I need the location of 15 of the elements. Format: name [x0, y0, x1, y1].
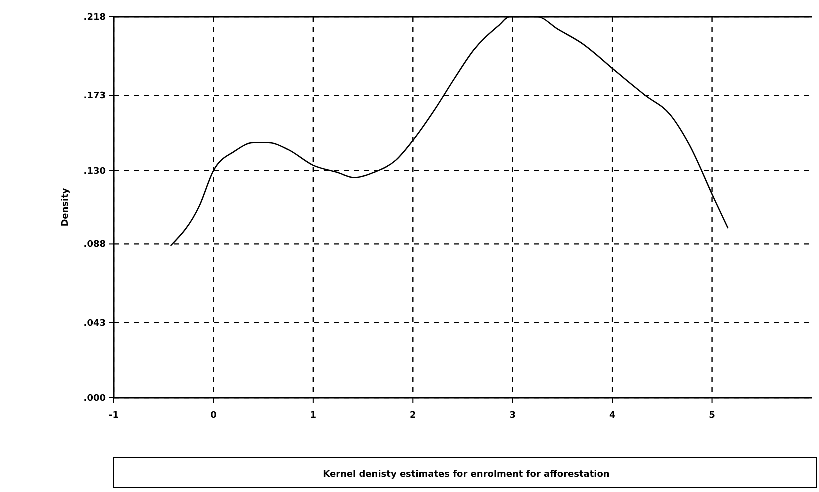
- x-tick-label: 5: [709, 411, 716, 421]
- y-tick-label: .000: [84, 394, 106, 404]
- x-tick-label: 4: [609, 411, 616, 421]
- x-tick-label: 0: [210, 411, 217, 421]
- y-tick-label: .218: [84, 13, 106, 23]
- x-tick-label: 3: [510, 411, 516, 421]
- y-axis-title: Density: [61, 188, 71, 227]
- x-tick-label: 1: [310, 411, 317, 421]
- y-tick-label: .043: [84, 318, 106, 329]
- x-tick-label: 2: [410, 411, 416, 421]
- y-tick-label: .173: [84, 92, 106, 102]
- y-tick-label: .088: [84, 240, 106, 250]
- x-tick-label: -1: [109, 411, 119, 421]
- text: Kernel denisty estimates for enrolment for afforestation: [323, 470, 610, 480]
- y-tick-label: .130: [84, 166, 106, 177]
